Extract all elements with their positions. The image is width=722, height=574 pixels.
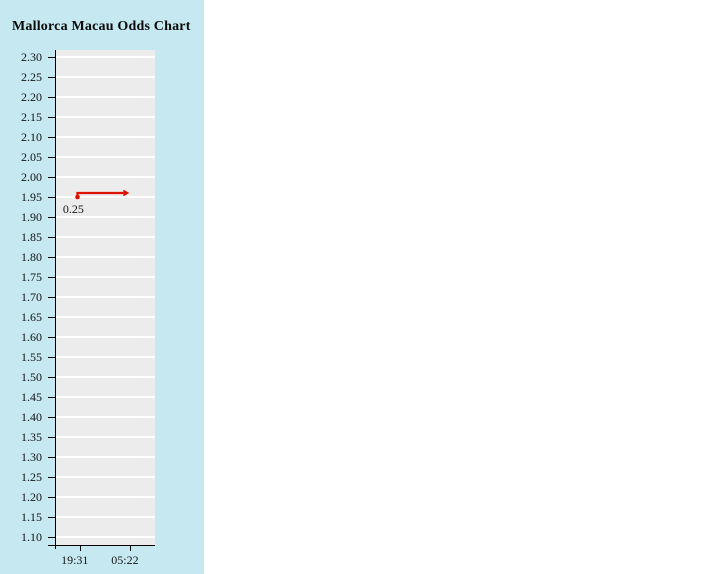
y-gridline: [56, 396, 155, 398]
y-gridline: [56, 176, 155, 178]
y-gridline: [56, 416, 155, 418]
x-tick-label: 05:22: [111, 553, 139, 567]
y-tick: [48, 277, 56, 278]
y-tick: [48, 457, 56, 458]
y-gridline: [56, 76, 155, 78]
y-tick: [48, 497, 56, 498]
y-tick: [48, 537, 56, 538]
y-gridline: [56, 196, 155, 198]
y-gridline: [56, 236, 155, 238]
y-gridline: [56, 256, 155, 258]
y-tick: [48, 417, 56, 418]
y-tick-label: 2.20: [21, 90, 42, 104]
y-gridline: [56, 456, 155, 458]
y-tick-label: 1.85: [21, 230, 42, 244]
y-tick-label: 1.60: [21, 330, 42, 344]
y-tick: [48, 377, 56, 378]
y-gridline: [56, 476, 155, 478]
y-gridline: [56, 96, 155, 98]
y-tick-label: 1.35: [21, 430, 42, 444]
y-gridline: [56, 536, 155, 538]
y-gridline: [56, 296, 155, 298]
y-tick-label: 1.10: [21, 530, 42, 544]
y-tick-label: 1.15: [21, 510, 42, 524]
y-gridline: [56, 376, 155, 378]
chart-title: Mallorca Macau Odds Chart: [12, 19, 191, 34]
y-tick: [48, 337, 56, 338]
y-gridline: [56, 156, 155, 158]
y-gridline: [56, 216, 155, 218]
y-tick-label: 1.30: [21, 450, 42, 464]
odds-chart-panel: Mallorca Macau Odds Chart 2.30 2.25 2.20 2.…: [0, 0, 204, 574]
y-gridline: [56, 276, 155, 278]
y-tick-label: 1.25: [21, 470, 42, 484]
y-tick: [48, 117, 56, 118]
y-tick-label: 2.25: [21, 70, 42, 84]
y-tick: [48, 237, 56, 238]
y-tick: [48, 437, 56, 438]
y-tick: [48, 197, 56, 198]
y-gridline: [56, 116, 155, 118]
y-gridline: [56, 336, 155, 338]
y-tick-label: 1.80: [21, 250, 42, 264]
y-tick: [48, 517, 56, 518]
y-tick: [48, 297, 56, 298]
y-tick-label: 2.15: [21, 110, 42, 124]
y-tick: [48, 217, 56, 218]
y-gridline: [56, 356, 155, 358]
y-gridline: [56, 436, 155, 438]
y-tick: [48, 357, 56, 358]
odds-annotation: 0.25: [62, 202, 84, 216]
y-tick-label: 1.70: [21, 290, 42, 304]
y-tick: [48, 57, 56, 58]
y-gridline: [56, 316, 155, 318]
y-axis-line: [55, 50, 56, 549]
y-tick-label: 1.45: [21, 390, 42, 404]
y-gridline: [56, 496, 155, 498]
y-tick: [48, 97, 56, 98]
x-axis-line: [48, 545, 155, 546]
x-tick-label: 19:31: [61, 553, 89, 567]
y-tick-label: 2.05: [21, 150, 42, 164]
y-tick-label: 1.20: [21, 490, 42, 504]
y-tick-label: 2.10: [21, 130, 42, 144]
y-tick-label: 1.40: [21, 410, 42, 424]
y-tick-label: 1.55: [21, 350, 42, 364]
y-tick-label: 1.75: [21, 270, 42, 284]
y-tick-label: 1.90: [21, 210, 42, 224]
y-tick-label: 2.30: [21, 50, 42, 64]
y-tick: [48, 137, 56, 138]
y-tick: [48, 317, 56, 318]
y-tick: [48, 77, 56, 78]
y-tick: [48, 257, 56, 258]
y-tick-label: 1.50: [21, 370, 42, 384]
y-gridline: [56, 516, 155, 518]
y-tick: [48, 397, 56, 398]
x-tick: [79, 546, 81, 551]
y-tick: [48, 177, 56, 178]
y-tick-label: 2.00: [21, 170, 42, 184]
y-tick-label: 1.95: [21, 190, 42, 204]
y-tick: [48, 477, 56, 478]
y-tick: [48, 157, 56, 158]
x-tick: [129, 546, 131, 551]
y-gridline: [56, 136, 155, 138]
y-gridline: [56, 56, 155, 58]
y-tick-label: 1.65: [21, 310, 42, 324]
